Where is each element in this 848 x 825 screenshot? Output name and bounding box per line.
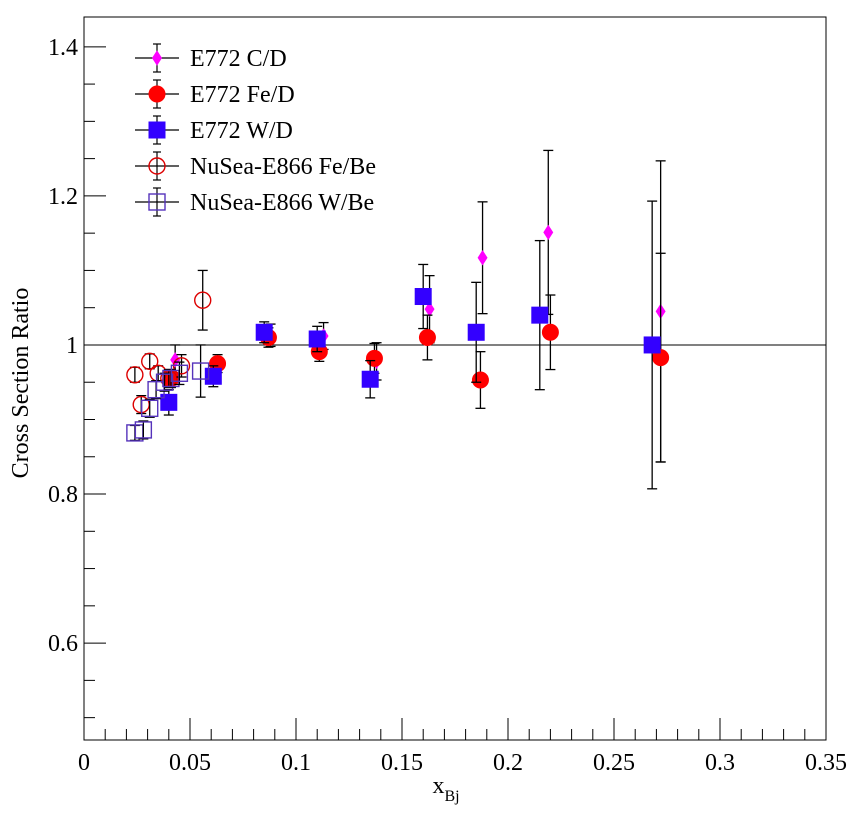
legend-entry: E772 Fe/D <box>135 79 295 109</box>
data-point <box>126 366 144 384</box>
x-axis-title: xBj <box>432 773 459 805</box>
legend-label: NuSea-E866 Fe/Be <box>190 154 376 180</box>
x-axis-title-main: x <box>432 773 444 799</box>
legend-marker <box>148 121 166 139</box>
y-tick-label: 1.4 <box>48 35 78 61</box>
data-point <box>255 323 273 341</box>
series-layer <box>126 149 670 490</box>
legend-label: E772 C/D <box>190 46 287 72</box>
data-point <box>365 349 383 367</box>
data-point <box>308 330 326 348</box>
data-point <box>467 323 485 341</box>
data-point <box>170 352 181 368</box>
plot-frame <box>83 16 827 741</box>
data-point <box>204 367 222 385</box>
x-tick-label: 0.35 <box>805 750 847 776</box>
x-tick-label: 0 <box>78 750 90 776</box>
legend-marker <box>148 193 166 211</box>
data-point <box>141 352 159 371</box>
y-tick-label: 0.8 <box>48 482 78 508</box>
plot-border <box>83 16 827 741</box>
data-point <box>141 399 159 418</box>
series-e772-fe-d <box>162 252 670 463</box>
x-tick-label: 0.25 <box>593 750 635 776</box>
data-point <box>543 224 554 241</box>
legend-marker <box>152 50 162 66</box>
data-point <box>134 421 153 439</box>
data-point <box>160 393 178 411</box>
x-tick-label: 0.1 <box>281 750 311 776</box>
legend-marker <box>148 157 166 175</box>
legend-marker <box>148 85 166 103</box>
data-point <box>531 306 549 324</box>
data-point <box>155 373 174 391</box>
data-point <box>541 323 559 341</box>
x-tick-label: 0.05 <box>169 750 211 776</box>
y-tick-label: 0.6 <box>48 631 78 657</box>
data-point <box>471 371 489 389</box>
y-axis-title: Cross Section Ratio <box>8 288 34 479</box>
data-point <box>194 291 212 309</box>
legend-entry: E772 C/D <box>135 43 287 73</box>
x-tick-label: 0.2 <box>493 750 523 776</box>
legend-label: NuSea-E866 W/Be <box>190 190 374 216</box>
data-point <box>424 301 435 317</box>
x-tick-label: 0.15 <box>381 750 423 776</box>
data-point <box>414 288 432 306</box>
data-point <box>477 250 488 266</box>
data-point <box>170 364 189 382</box>
legend-entry: NuSea-E866 W/Be <box>135 187 374 217</box>
legend-entry: E772 W/D <box>135 115 293 145</box>
data-point <box>191 362 210 380</box>
x-tick-label: 0.3 <box>705 750 735 776</box>
x-axis-title-sub: Bj <box>444 788 459 805</box>
legend-label: E772 Fe/D <box>190 82 295 108</box>
data-point <box>418 329 436 347</box>
series-e772-w-d <box>160 200 661 490</box>
legend-label: E772 W/D <box>190 118 293 144</box>
legend-entry: NuSea-E866 Fe/Be <box>135 151 376 181</box>
x-axis: 0 0.05 0.1 0.15 0.2 0.25 0.3 0.35 <box>78 718 847 776</box>
y-tick-label: 1.2 <box>48 184 78 210</box>
y-axis: 0.6 0.8 1 1.2 1.4 <box>48 35 106 719</box>
series-nusea-e866-w-be <box>126 344 210 442</box>
data-point <box>361 370 379 388</box>
data-point <box>643 336 661 354</box>
y-tick-label: 1 <box>66 333 78 359</box>
legend: E772 C/D E772 Fe/D E772 W/D NuSea-E866 Fe/B… <box>135 43 376 217</box>
